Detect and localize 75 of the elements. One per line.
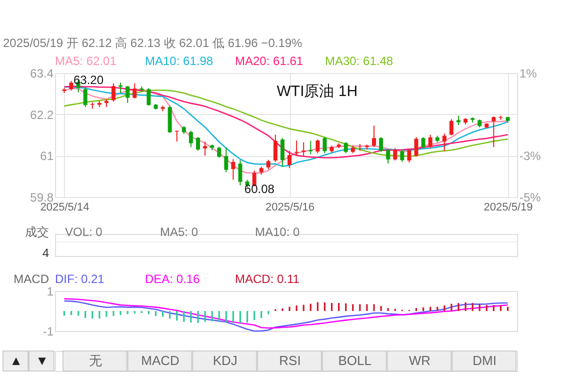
y-tick-label: 59.8	[30, 190, 54, 204]
candlestick	[449, 118, 454, 136]
candlestick	[266, 159, 270, 170]
x-tick-label: 2025/5/14	[40, 202, 90, 214]
text: MA30: 61.48	[325, 54, 394, 68]
text: VOL: 0	[65, 225, 103, 239]
candlestick	[112, 82, 116, 102]
text: MA5: 62.01	[55, 54, 117, 68]
candlestick	[302, 142, 306, 158]
candlestick	[69, 80, 74, 92]
candlestick	[280, 138, 284, 168]
text: WTI原油 1H	[276, 83, 358, 100]
candlestick	[421, 136, 426, 149]
annotation: 63.20	[73, 73, 104, 87]
series-label: MACD: 0.11	[235, 272, 300, 286]
candlestick	[224, 146, 228, 173]
candlestick	[231, 158, 236, 180]
text: MACD	[141, 353, 180, 368]
series-label: DEA: 0.16	[145, 272, 200, 286]
candlestick	[294, 140, 299, 156]
candlestick	[428, 134, 432, 149]
candlestick	[308, 140, 313, 155]
y-tick-label: -1	[42, 324, 54, 338]
candlestick	[203, 141, 208, 156]
y2-tick-label: 1%	[520, 66, 538, 80]
candlestick	[146, 88, 151, 106]
chart-subtitle: 2025/05/19 开 62.12 高 62.13 收 62.01 低 61.96 −0.19%	[3, 36, 303, 50]
candlestick	[400, 148, 404, 162]
candlestick	[288, 150, 292, 169]
text: MA5: 0	[160, 225, 198, 239]
text: MA10: 0	[255, 225, 300, 239]
y2-tick-label: -3%	[520, 149, 542, 164]
candlestick	[492, 116, 496, 148]
y-tick-label: 63.4	[30, 66, 54, 80]
candlestick	[322, 136, 327, 154]
text: ▲	[10, 353, 22, 368]
candlestick	[358, 143, 362, 152]
text: DMI	[472, 353, 496, 368]
text: RSI	[279, 353, 301, 368]
candlestick	[414, 136, 418, 158]
y-tick-label: 62.2	[30, 108, 54, 122]
text: KDJ	[212, 353, 238, 368]
candlestick	[386, 148, 390, 164]
candlestick	[217, 146, 222, 158]
text: WR	[408, 353, 431, 368]
annotation: 60.08	[244, 182, 275, 196]
candlestick	[188, 130, 193, 148]
y-tick-label: 1	[46, 284, 54, 298]
candlestick	[132, 82, 137, 99]
text: 成交	[25, 225, 49, 239]
candlestick	[393, 148, 398, 161]
text: ▼	[36, 353, 48, 368]
candlestick	[196, 136, 200, 152]
text: 4	[42, 246, 50, 260]
candlestick	[118, 82, 123, 94]
candlestick	[316, 138, 320, 154]
y-axis-title: MACD	[14, 272, 50, 286]
y-tick-label: 61	[40, 149, 54, 164]
text: 无	[88, 353, 102, 368]
text: MA20: 61.61	[235, 54, 304, 68]
candlestick	[456, 115, 460, 126]
text: BOLL	[338, 353, 372, 368]
candlestick	[126, 86, 130, 104]
x-tick-label: 2025/5/16	[266, 202, 314, 214]
candlestick	[372, 125, 376, 148]
x-tick-label: 2025/5/19	[484, 202, 533, 214]
series-label: DIF: 0.21	[55, 272, 105, 286]
candlestick	[442, 133, 446, 152]
candlestick	[379, 136, 384, 152]
candlestick	[238, 160, 242, 186]
candlestick	[407, 148, 412, 164]
candlestick	[344, 142, 348, 154]
text: MA10: 61.98	[145, 54, 214, 68]
candlestick	[273, 134, 278, 162]
candlestick	[83, 86, 88, 108]
